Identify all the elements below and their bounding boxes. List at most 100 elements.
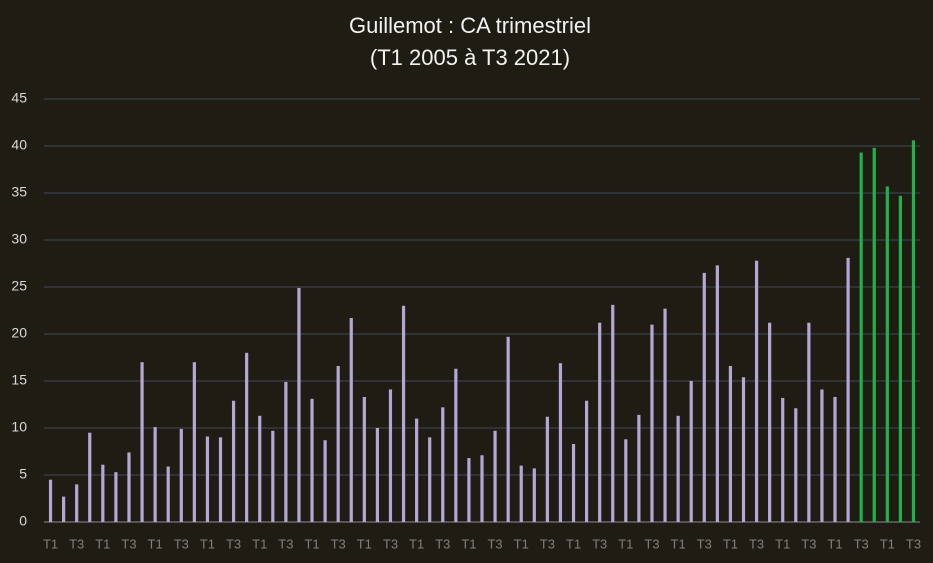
bar [480,455,484,522]
bar [153,427,157,522]
y-tick-label: 35 [11,184,27,200]
x-tick-label: T1 [304,536,319,551]
y-tick-label: 20 [11,325,27,341]
x-tick-label: T1 [880,536,895,551]
bar [218,437,223,522]
y-tick-label: 15 [11,372,27,388]
x-tick-label: T3 [540,536,555,551]
x-tick-label: T3 [278,536,293,551]
bar [114,472,118,522]
x-tick-label: T3 [331,536,346,551]
bar [493,430,497,522]
bar [166,466,170,522]
x-tick-label: T3 [592,536,607,551]
bar [258,415,262,522]
x-tick-label: T1 [95,536,110,551]
x-tick-label: T3 [697,536,712,551]
bar [388,389,393,522]
bar [62,496,66,522]
x-tick-label: T1 [723,536,738,551]
y-tick-label: 30 [11,231,27,247]
x-tick-label: T3 [435,536,450,551]
bar [284,381,288,522]
bar [741,377,746,522]
x-tick-label: T3 [906,536,921,551]
bar [584,400,589,522]
bar [611,304,615,522]
bar [75,484,79,522]
x-tick-label: T1 [461,536,476,551]
x-tick-label: T1 [671,536,686,551]
bar [101,464,105,522]
x-tick-label: T3 [226,536,241,551]
bar [88,432,92,522]
bar [833,396,837,522]
bar [545,416,549,522]
bar [807,322,811,522]
bar [794,408,798,522]
bar [375,428,380,522]
bar [441,407,445,522]
bar [179,428,183,522]
bar [898,195,902,522]
bar [558,363,563,522]
x-tick-label: T1 [43,536,58,551]
bar [663,308,667,522]
bar [140,362,144,522]
x-tick-label: T1 [514,536,529,551]
bar [702,272,706,522]
bar [454,368,458,522]
bar [754,260,759,522]
bar [768,322,772,522]
bar [336,365,340,522]
bar [846,257,850,522]
x-tick-label: T3 [69,536,84,551]
y-tick-label: 5 [19,466,27,482]
bar [245,352,249,522]
bar [467,458,471,522]
chart-title: Guillemot : CA trimestriel [349,13,591,38]
bar [650,324,654,522]
bar [271,430,275,522]
bar [519,465,523,522]
y-tick-label: 40 [11,137,27,153]
x-tick-label: T3 [749,536,764,551]
bar [571,443,576,522]
x-tick-label: T1 [566,536,581,551]
x-tick-label: T3 [174,536,189,551]
bar [428,437,432,522]
bar [624,439,628,522]
bar [48,479,53,522]
chart-subtitle: (T1 2005 à T3 2021) [370,45,570,70]
bar [127,452,131,522]
bar [415,418,419,522]
x-tick-label: T1 [775,536,790,551]
x-tick-label: T1 [252,536,267,551]
bar [401,305,406,522]
bar [820,389,824,522]
bar [859,152,863,522]
bar [192,362,196,522]
bar [297,287,301,522]
bar [637,414,641,522]
bar [781,397,785,522]
x-tick-label: T1 [827,536,842,551]
bar [231,400,236,522]
bar [598,322,602,522]
x-tick-label: T3 [854,536,869,551]
bar [689,381,693,522]
x-tick-label: T1 [357,536,372,551]
x-tick-label: T3 [383,536,398,551]
x-tick-label: T3 [121,536,136,551]
bar [715,265,719,522]
y-tick-label: 25 [11,278,27,294]
x-tick-label: T1 [148,536,163,551]
bar [506,336,510,522]
x-tick-label: T1 [409,536,424,551]
x-tick-label: T3 [644,536,659,551]
bar [323,440,327,522]
y-tick-label: 45 [11,90,27,106]
bar [310,398,314,522]
x-tick-label: T3 [801,536,816,551]
